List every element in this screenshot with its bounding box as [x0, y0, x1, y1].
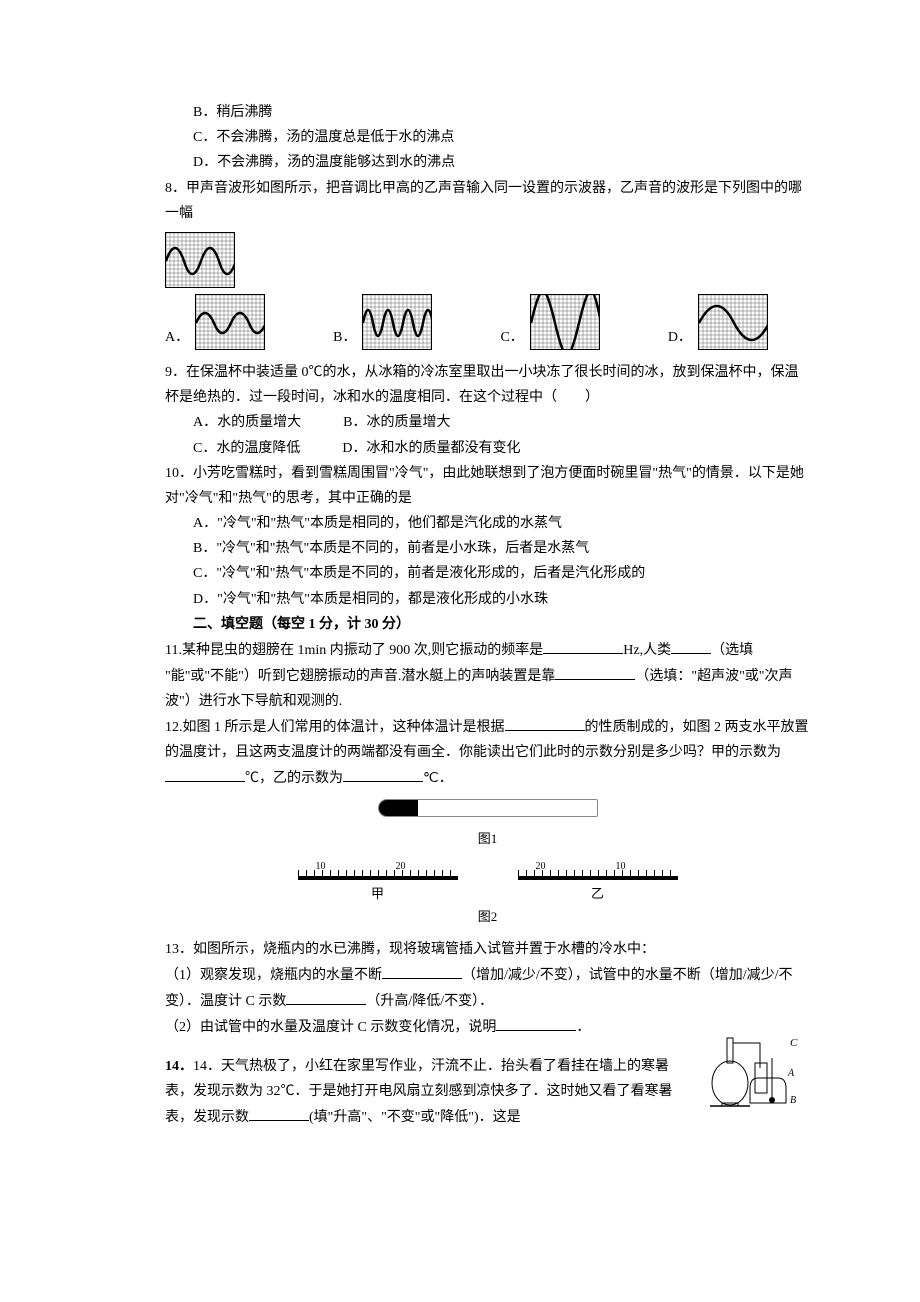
q10-option-a: A．"冷气"和"热气"本质是相同的，他们都是汽化成的水蒸气	[165, 511, 810, 536]
q13-stem: 13．如图所示，烧瓶内的水已沸腾，现将玻璃管插入试管并置于水槽的冷水中：	[165, 937, 810, 962]
q10-stem: 10．小芳吃雪糕时，看到雪糕周围冒"冷气"，由此她联想到了泡方便面时碗里冒"热气…	[165, 461, 810, 511]
q12-text: 12.如图 1 所示是人们常用的体温计，这种体温计是根据的性质制成的，如图 2 …	[165, 714, 810, 791]
q13-part1: （1）观察发现，烧瓶内的水量不断（增加/减少/不变），试管中的水量不断（增加/减…	[165, 962, 810, 1014]
q8-label-b: B．	[333, 325, 356, 350]
q11-text: 11.某种昆虫的翅膀在 1min 内振动了 900 次,则它振动的频率是Hz,人…	[165, 637, 810, 714]
svg-text:B: B	[790, 1095, 796, 1106]
fig1-thermometer: 图1	[165, 799, 810, 850]
q12-blank-1[interactable]	[505, 714, 585, 731]
q13-blank-2[interactable]	[286, 988, 366, 1005]
q8-ref-wave	[165, 232, 235, 288]
svg-text:A: A	[787, 1068, 795, 1079]
q7-option-b: B．稍后沸腾	[165, 100, 810, 125]
q8-option-a-wave	[195, 294, 265, 350]
q10-option-d: D．"冷气"和"热气"本质是相同的，都是液化形成的小水珠	[165, 587, 810, 612]
q8-stem: 8．甲声音波形如图所示，把音调比甲高的乙声音输入同一设置的示波器，乙声音的波形是…	[165, 176, 810, 226]
section2-title: 二、填空题（每空 1 分，计 30 分）	[165, 612, 810, 637]
fig2-label: 图2	[165, 905, 810, 928]
svg-text:C: C	[790, 1037, 798, 1049]
q8-option-c-wave	[530, 294, 600, 350]
q7-option-d: D．不会沸腾，汤的温度能够达到水的沸点	[165, 150, 810, 175]
q8-label-d: D．	[668, 325, 692, 350]
q9-options-ab: A．水的质量增大 B．冰的质量增大	[165, 410, 810, 435]
q7-option-c: C．不会沸腾，汤的温度总是低于水的沸点	[165, 125, 810, 150]
q13-blank-1[interactable]	[382, 962, 462, 979]
ruler-jia: 1020 甲	[298, 858, 458, 905]
q11-blank-3[interactable]	[555, 663, 635, 680]
ruler-yi: 2010 乙	[518, 858, 678, 905]
q9-options-cd: C．水的温度降低 D．冰和水的质量都没有变化	[165, 436, 810, 461]
q8-option-b-wave	[362, 294, 432, 350]
q8-label-a: A．	[165, 325, 189, 350]
fig2-thermometers: 1020 甲 2010 乙	[165, 858, 810, 905]
q8-option-d-wave	[698, 294, 768, 350]
q13-blank-3[interactable]	[496, 1014, 576, 1031]
q12-blank-3[interactable]	[343, 765, 423, 782]
q8-label-c: C．	[500, 325, 523, 350]
q11-blank-1[interactable]	[543, 637, 623, 654]
q11-blank-2[interactable]	[671, 637, 711, 654]
q14-blank-1[interactable]	[249, 1104, 309, 1121]
q10-option-c: C．"冷气"和"热气"本质是不同的，前者是液化形成的，后者是汽化形成的	[165, 561, 810, 586]
q9-stem: 9．在保温杯中装适量 0℃的水，从冰箱的冷冻室里取出一小块冻了很长时间的冰，放到…	[165, 360, 810, 410]
q10-option-b: B．"冷气"和"热气"本质是不同的，前者是小水珠，后者是水蒸气	[165, 536, 810, 561]
q12-blank-2[interactable]	[165, 765, 245, 782]
q13-figure: C A B	[700, 1018, 810, 1118]
